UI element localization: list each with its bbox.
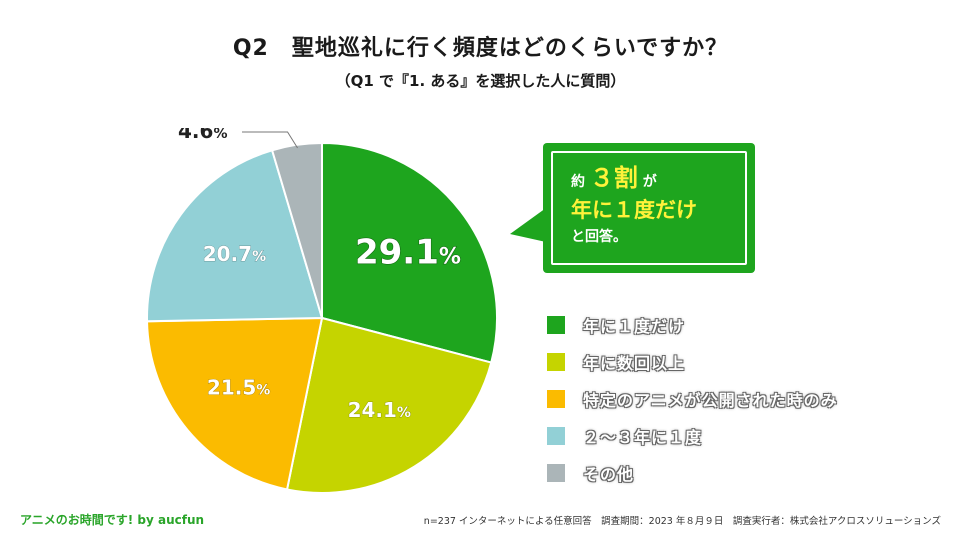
- legend-swatch: [547, 389, 565, 408]
- slice-label: 4.6%: [178, 128, 227, 143]
- legend-label: 特定のアニメが公開された時のみ: [583, 390, 838, 410]
- chart-legend: 年に１度だけ 年に数回以上特定のアニメが公開された時のみ ２〜３年に１度 その他: [547, 306, 838, 491]
- callout-suffix: が: [642, 174, 657, 190]
- slice-label: 24.1%: [348, 398, 411, 422]
- leader-line: [242, 131, 298, 149]
- brand-footer: アニメのお時間です! by aucfun: [20, 513, 205, 527]
- legend-label: その他: [583, 464, 635, 484]
- legend-item: その他: [547, 454, 838, 491]
- pie-slice: [146, 316, 324, 491]
- survey-note: n=237 インターネットによる任意回答 調査期間：2023 年８月９日 調査実…: [423, 516, 941, 527]
- legend-item: 年に数回以上: [547, 343, 838, 380]
- pie-slice: [321, 141, 498, 364]
- chart-subtitle: （Q1 で『1. ある』を選択した人に質問）: [335, 72, 626, 90]
- pie-slice: [270, 141, 323, 319]
- legend-item: 年に１度だけ: [547, 306, 838, 343]
- legend-label: ２〜３年に１度: [583, 427, 703, 447]
- callout-tail: [510, 208, 546, 242]
- pie-slice: [285, 316, 493, 494]
- legend-swatch: [547, 426, 565, 445]
- pie-slice: [146, 149, 324, 323]
- legend-item: 特定のアニメが公開された時のみ: [547, 380, 838, 417]
- legend-swatch: [547, 315, 565, 334]
- slice-label: 21.5%: [207, 375, 270, 399]
- slice-label: 29.1%: [355, 233, 461, 273]
- pie-chart: 29.1% 24.1% 21.5% 20.7% 4.6%: [146, 128, 498, 494]
- legend-swatch: [547, 352, 565, 371]
- callout-box: 約 ３割 が 年に１度だけ と回答。: [543, 143, 755, 273]
- callout-line2: 年に１度だけ: [571, 198, 697, 222]
- callout-highlight: ３割: [589, 164, 638, 192]
- legend-label: 年に数回以上: [583, 353, 686, 373]
- callout-line3: と回答。: [571, 229, 627, 245]
- legend-item: ２〜３年に１度: [547, 417, 838, 454]
- slice-label: 20.7%: [203, 242, 266, 266]
- legend-label: 年に１度だけ: [583, 316, 686, 336]
- callout-prefix: 約: [571, 174, 585, 190]
- chart-title: Q2 聖地巡礼に行く頻度はどのくらいですか？: [232, 36, 729, 61]
- legend-swatch: [547, 463, 565, 482]
